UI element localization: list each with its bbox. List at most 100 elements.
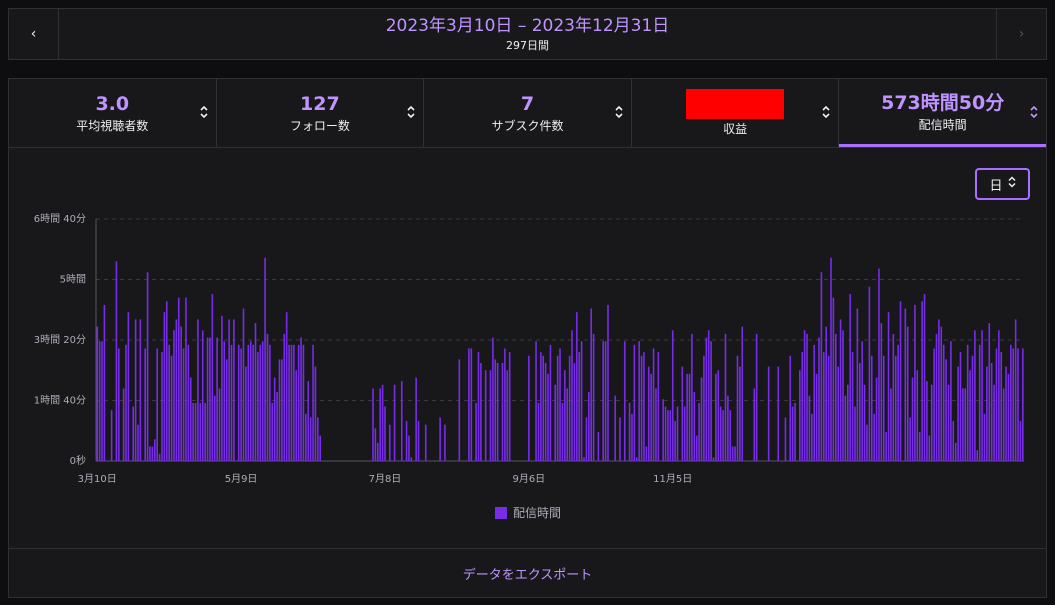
x-tick-label: 7月8日	[369, 473, 402, 485]
chart-bar	[590, 308, 593, 461]
chart-bar	[173, 330, 175, 461]
chart-bar	[588, 392, 590, 461]
chart-bar	[882, 355, 885, 461]
chart-bar	[722, 410, 724, 461]
chart-bar	[187, 344, 190, 461]
stat-value: 127	[300, 93, 340, 115]
chart-bar	[719, 406, 722, 461]
chart-bar	[964, 388, 967, 461]
stat-label: フォロー数	[289, 119, 350, 133]
chart-bar	[863, 384, 866, 461]
sort-toggle-icon	[407, 105, 415, 119]
chart-bar	[981, 330, 983, 461]
chart-bar	[285, 312, 288, 461]
chart-bar	[261, 341, 264, 461]
stream-time-bar-chart: 0秒 1時間 40分 3時間 20分 5時間 6時間 40分 3月10日 5月9日 7月8日 9…	[34, 213, 1024, 485]
chart-bar	[1010, 344, 1012, 461]
chart-bar	[942, 344, 945, 461]
chart-bar	[165, 301, 168, 461]
chart-bar	[233, 319, 235, 461]
chart-bar	[823, 352, 825, 461]
chart-bar	[477, 352, 480, 461]
chart-bar	[242, 308, 245, 461]
time-unit-value: 日	[989, 178, 1003, 194]
chart-bar	[247, 344, 250, 461]
chart-bar	[216, 337, 218, 461]
chart-bar	[801, 352, 804, 461]
x-tick-label: 11月5日	[653, 473, 692, 485]
chart-bar	[638, 341, 640, 461]
chart-bar	[873, 413, 875, 461]
chart-bar	[643, 352, 645, 461]
chart-bar	[547, 373, 549, 461]
chart-bar	[945, 359, 947, 461]
date-range-text: 2023年3月10日 – 2023年12月31日	[385, 15, 670, 36]
stat-value: 573時間50分	[881, 91, 1005, 114]
chart-bar	[707, 330, 710, 461]
stat-tab-stream-time[interactable]: 573時間50分 配信時間	[839, 79, 1046, 147]
chart-bar	[1005, 366, 1007, 461]
chart-bar	[379, 388, 381, 461]
chart-bar	[825, 326, 828, 461]
chart-bar	[727, 395, 729, 461]
chart-bar	[376, 442, 379, 461]
chart-bar	[650, 373, 652, 461]
sort-toggle-icon	[200, 105, 208, 119]
chart-bar	[854, 406, 856, 461]
chart-bar	[856, 308, 859, 461]
chart-bar	[988, 323, 991, 461]
chart-bar	[194, 402, 197, 461]
stat-tab-avg-viewers[interactable]: 3.0 平均視聴者数	[9, 79, 217, 147]
day-count-text: 297日間	[506, 38, 549, 52]
chart-bar	[736, 355, 739, 461]
chart-bar	[175, 319, 178, 461]
chart-bar	[962, 388, 964, 461]
chart-bar	[966, 344, 969, 461]
chart-bar	[504, 348, 506, 461]
chart-bar	[96, 326, 99, 461]
chart-bar	[288, 344, 290, 461]
chart-bar	[254, 323, 257, 461]
prev-period-button[interactable]: ‹	[9, 9, 59, 59]
export-data-button[interactable]: データをエクスポート	[9, 548, 1046, 597]
chart-bar	[218, 388, 221, 461]
chart-bar	[245, 366, 247, 461]
date-range-bar: ‹ 2023年3月10日 – 2023年12月31日 297日間 ›	[8, 8, 1047, 60]
chart-bar	[832, 297, 835, 461]
stat-tab-subscriptions[interactable]: 7 サブスク件数	[424, 79, 632, 147]
chart-bar	[669, 410, 672, 461]
chart-bar	[712, 457, 715, 461]
chart-bar	[739, 366, 741, 461]
stat-tab-revenue[interactable]: 収益	[632, 79, 840, 147]
chart-bar	[698, 402, 700, 461]
chevron-left-icon: ‹	[30, 26, 37, 42]
stat-value: 7	[520, 93, 535, 115]
chart-bar	[571, 330, 573, 461]
chart-bar	[1019, 421, 1022, 461]
chart-bar	[444, 424, 446, 461]
chart-bar	[1000, 352, 1003, 461]
chart-bar	[489, 370, 492, 461]
chart-bar	[578, 352, 581, 461]
chart-bar	[657, 352, 660, 461]
chart-bar	[276, 392, 278, 461]
chart-bar	[528, 355, 530, 461]
chart-bar	[424, 424, 427, 461]
chart-bar	[273, 377, 276, 461]
chart-bar	[839, 319, 842, 461]
chart-bar	[892, 333, 895, 461]
next-period-button[interactable]: ›	[996, 9, 1046, 59]
chart-bar	[731, 446, 734, 461]
chart-bar	[633, 344, 636, 461]
chart-bar	[576, 312, 578, 461]
chart-bar	[295, 370, 298, 461]
chart-bar	[842, 330, 844, 461]
chart-bar	[480, 362, 482, 461]
redacted-revenue-value	[686, 89, 785, 119]
time-unit-select[interactable]: 日	[975, 168, 1030, 200]
chart-bar	[374, 428, 377, 461]
chart-bar	[470, 348, 473, 461]
chart-bar	[861, 341, 863, 461]
chart-bar	[496, 362, 499, 461]
stat-tab-follows[interactable]: 127 フォロー数	[217, 79, 425, 147]
